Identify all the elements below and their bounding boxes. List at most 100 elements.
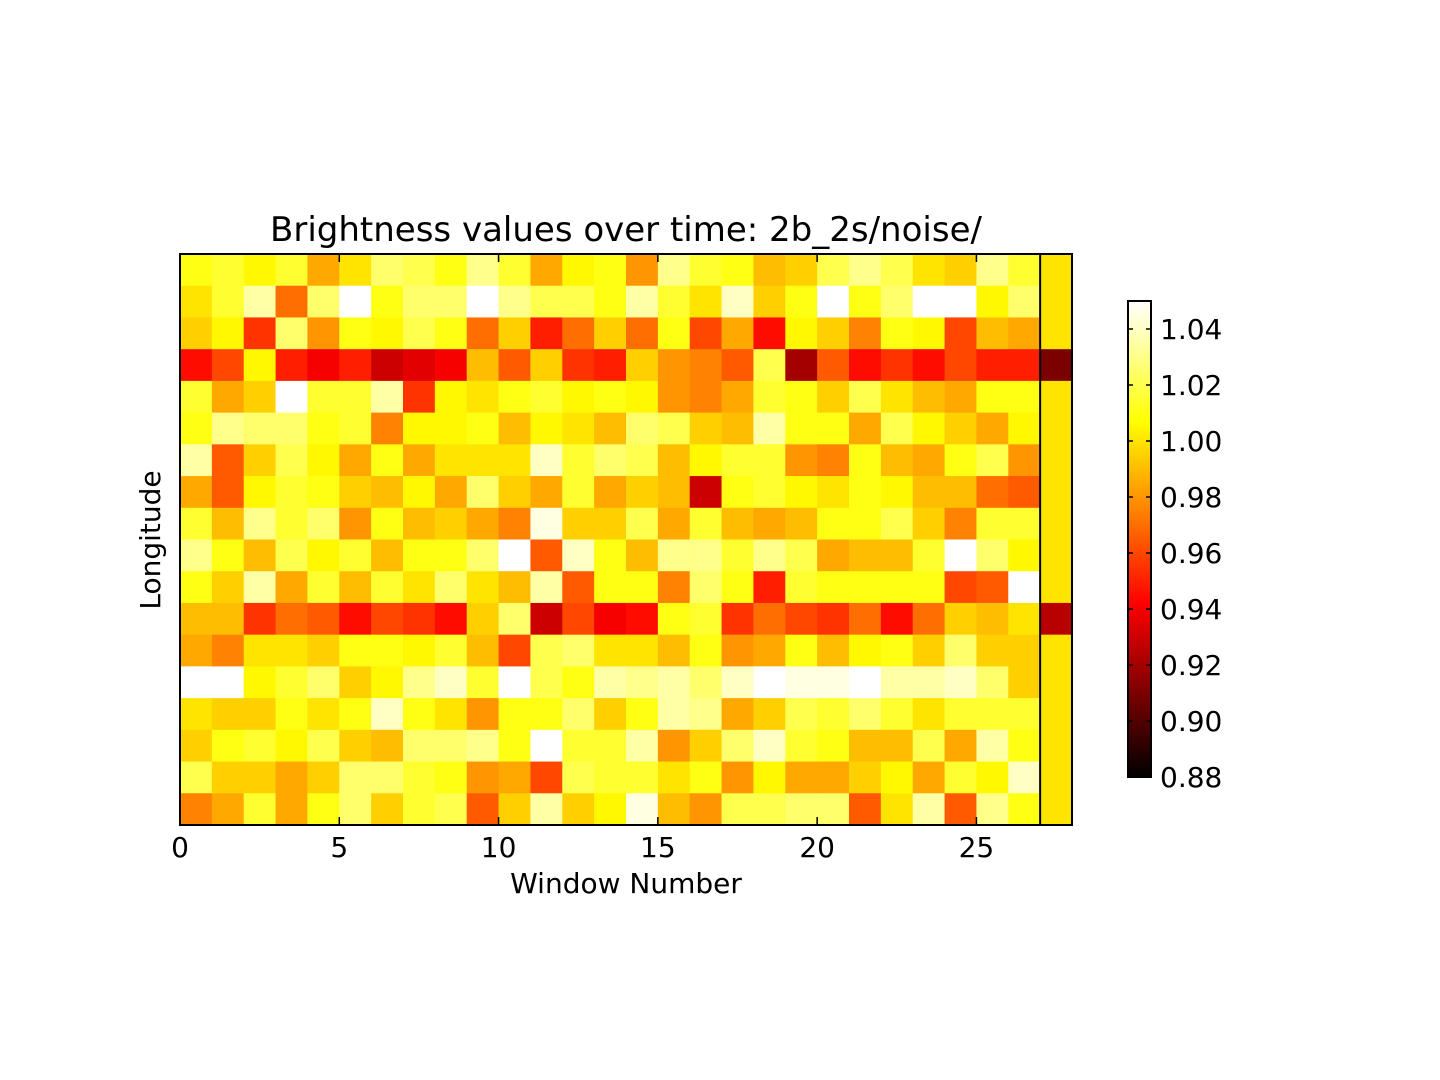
heatmap-cell — [753, 476, 786, 509]
heatmap-cell — [1040, 285, 1073, 319]
heatmap-cell — [403, 761, 436, 794]
heatmap-cell — [275, 285, 309, 319]
heatmap-cell — [849, 539, 882, 572]
heatmap-cell — [626, 412, 659, 445]
heatmap-cell — [243, 254, 277, 287]
heatmap-cell — [562, 349, 595, 382]
heatmap-cell — [498, 317, 532, 350]
heatmap-cell — [562, 476, 595, 509]
heatmap-cell — [180, 793, 213, 826]
heatmap-cell — [1040, 412, 1073, 445]
heatmap-cell — [976, 380, 1009, 414]
heatmap-cell — [944, 666, 978, 699]
heatmap-cell — [307, 634, 340, 667]
heatmap-cell — [1008, 793, 1041, 826]
heatmap-cell — [434, 793, 468, 826]
heatmap-cell — [403, 634, 436, 667]
heatmap-cell — [307, 444, 340, 477]
heatmap-cell — [211, 380, 245, 414]
heatmap-cell — [594, 380, 627, 414]
heatmap-cell — [466, 571, 500, 604]
heatmap-cell — [339, 412, 372, 445]
heatmap-cell — [498, 634, 532, 667]
heatmap-cell — [339, 571, 372, 604]
heatmap-cell — [211, 412, 245, 445]
heatmap-cell — [721, 444, 755, 477]
heatmap-cell — [817, 571, 850, 604]
heatmap-cell — [307, 698, 340, 731]
heatmap-cell — [976, 507, 1009, 541]
heatmap-cell — [689, 539, 723, 572]
heatmap-cell — [180, 412, 213, 445]
heatmap-cell — [944, 285, 978, 319]
heatmap-cell — [466, 761, 500, 794]
heatmap-cell — [944, 634, 978, 667]
heatmap-cell — [498, 602, 532, 636]
x-tick-label: 5 — [330, 831, 348, 864]
heatmap-cell — [594, 602, 627, 636]
heatmap-cell — [849, 729, 882, 763]
heatmap-cell — [180, 476, 213, 509]
heatmap-cell — [498, 698, 532, 731]
heatmap-cell — [594, 412, 627, 445]
heatmap-cell — [339, 317, 372, 350]
heatmap-cell — [657, 380, 691, 414]
heatmap-cell — [211, 349, 245, 382]
heatmap-cell — [849, 698, 882, 731]
heatmap-cell — [211, 602, 245, 636]
heatmap-cell — [530, 507, 563, 541]
heatmap-cell — [434, 444, 468, 477]
heatmap-cell — [944, 349, 978, 382]
heatmap-cell — [753, 349, 786, 382]
heatmap-cell — [944, 729, 978, 763]
heatmap-cell — [721, 317, 755, 350]
heatmap-cell — [657, 444, 691, 477]
colorbar-tick-label: 1.04 — [1160, 313, 1222, 346]
heatmap-cell — [562, 602, 595, 636]
heatmap-cell — [1040, 539, 1073, 572]
heatmap-cell — [530, 761, 563, 794]
heatmap-cell — [275, 761, 309, 794]
heatmap-cell — [1008, 571, 1041, 604]
heatmap-cell — [880, 380, 914, 414]
heatmap-cell — [211, 444, 245, 477]
heatmap-cell — [530, 254, 563, 287]
heatmap-cell — [785, 285, 818, 319]
chart-title: Brightness values over time: 2b_2s/noise… — [270, 210, 982, 250]
heatmap-cell — [307, 380, 340, 414]
heatmap-cell — [562, 761, 595, 794]
heatmap-cell — [243, 317, 277, 350]
heatmap-cell — [912, 444, 946, 477]
heatmap-cell — [466, 444, 500, 477]
heatmap-cell — [530, 571, 563, 604]
heatmap-cell — [1040, 698, 1073, 731]
heatmap-cell — [657, 317, 691, 350]
heatmap-cell — [753, 412, 786, 445]
heatmap-cell — [434, 539, 468, 572]
heatmap-cell — [657, 285, 691, 319]
heatmap-cell — [339, 634, 372, 667]
heatmap-cell — [211, 761, 245, 794]
heatmap-cell — [657, 539, 691, 572]
heatmap-cell — [243, 539, 277, 572]
heatmap-cell — [657, 793, 691, 826]
heatmap-cell — [307, 285, 340, 319]
heatmap-cell — [403, 317, 436, 350]
heatmap-cell — [880, 539, 914, 572]
heatmap-cell — [944, 698, 978, 731]
heatmap-cell — [180, 602, 213, 636]
colorbar-tick-label: 0.94 — [1160, 593, 1222, 626]
heatmap-cell — [434, 761, 468, 794]
heatmap-cell — [976, 444, 1009, 477]
heatmap-cell — [498, 507, 532, 541]
heatmap-cell — [976, 729, 1009, 763]
heatmap-cell — [849, 634, 882, 667]
heatmap-cell — [689, 476, 723, 509]
heatmap-cell — [912, 254, 946, 287]
heatmap-cell — [562, 507, 595, 541]
heatmap-cell — [243, 634, 277, 667]
heatmap-cell — [657, 507, 691, 541]
heatmap-cell — [912, 602, 946, 636]
heatmap-cell — [721, 793, 755, 826]
heatmap-cell — [626, 444, 659, 477]
